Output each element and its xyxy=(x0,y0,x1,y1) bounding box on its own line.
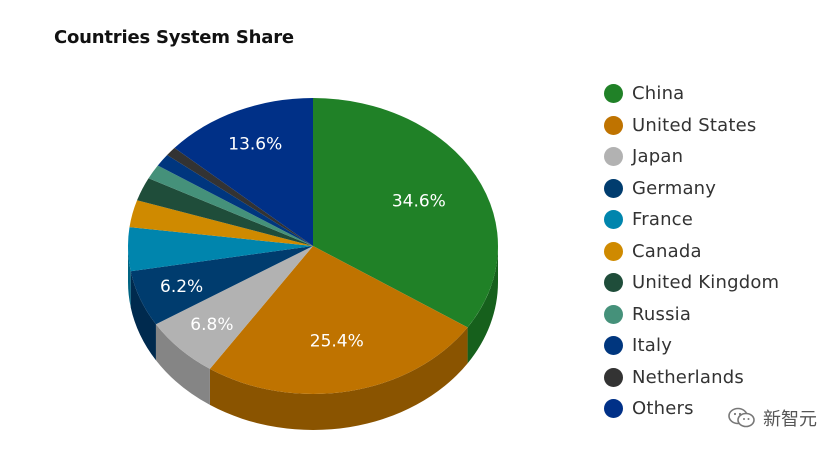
legend-label: Japan xyxy=(632,146,684,168)
pie-side-united-states xyxy=(209,327,468,431)
legend-item-france: France xyxy=(604,204,779,236)
pie-slice-netherlands xyxy=(167,147,313,246)
pie-slice-germany xyxy=(130,246,313,325)
legend-swatch xyxy=(604,84,623,104)
data-label-united-states: 25.4% xyxy=(310,331,364,351)
pie-slice-italy xyxy=(157,154,313,246)
legend-item-japan: Japan xyxy=(604,141,779,173)
watermark: 新智元 xyxy=(727,405,817,431)
chart-title: Countries System Share xyxy=(54,27,294,48)
pie-slice-united-states xyxy=(209,246,468,395)
legend-swatch xyxy=(604,178,623,198)
legend-label: China xyxy=(632,83,685,105)
pie-side-france xyxy=(128,246,131,308)
data-label-japan: 6.8% xyxy=(190,315,233,335)
legend-swatch xyxy=(604,336,623,356)
legend-label: Italy xyxy=(632,335,673,357)
wechat-icon xyxy=(728,407,755,428)
pie-slice-others xyxy=(174,98,313,246)
pie-data-labels: 34.6% 25.4% 6.8% 6.2% 13.6% xyxy=(160,134,446,351)
pie-slices xyxy=(127,98,499,395)
legend-swatch xyxy=(604,367,623,387)
pie-side-germany xyxy=(130,271,156,361)
legend-item-canada: Canada xyxy=(604,236,779,268)
pie-slice-china xyxy=(313,98,499,328)
legend-label: Germany xyxy=(632,177,717,199)
legend-label: United States xyxy=(632,114,757,136)
pie-side-china xyxy=(467,246,498,364)
pie-slice-canada xyxy=(129,200,313,246)
legend-swatch xyxy=(604,147,623,167)
pie-slice-russia xyxy=(148,165,313,246)
legend-swatch xyxy=(604,399,623,419)
legend-swatch xyxy=(604,273,623,293)
legend-item-others: Others xyxy=(604,393,779,425)
data-label-china: 34.6% xyxy=(392,191,446,211)
legend-label: Others xyxy=(632,398,694,420)
legend-label: United Kingdom xyxy=(632,272,780,294)
legend-swatch xyxy=(604,115,623,135)
watermark-text: 新智元 xyxy=(763,409,817,430)
pie-side-walls xyxy=(128,246,498,431)
legend-swatch xyxy=(604,241,623,261)
legend-item-china: China xyxy=(604,78,779,110)
legend-item-united-kingdom: United Kingdom xyxy=(604,267,779,299)
data-label-others: 13.6% xyxy=(228,134,282,154)
legend-label: Russia xyxy=(632,303,692,325)
pie-slice-france xyxy=(127,227,313,272)
legend-item-united-states: United States xyxy=(604,110,779,142)
legend-item-russia: Russia xyxy=(604,299,779,331)
pie-slice-japan xyxy=(155,246,313,369)
legend-label: France xyxy=(632,209,694,231)
pie-slice-united-kingdom xyxy=(137,178,313,246)
legend-item-netherlands: Netherlands xyxy=(604,362,779,394)
legend-label: Netherlands xyxy=(632,366,744,388)
legend-item-germany: Germany xyxy=(604,173,779,205)
legend-item-italy: Italy xyxy=(604,330,779,362)
legend-label: Canada xyxy=(632,240,702,262)
pie-side-japan xyxy=(155,324,210,405)
legend-swatch xyxy=(604,210,623,230)
chart-legend: China United States Japan Germany France Cana… xyxy=(604,78,779,425)
data-label-germany: 6.2% xyxy=(160,277,203,297)
legend-swatch xyxy=(604,304,623,324)
